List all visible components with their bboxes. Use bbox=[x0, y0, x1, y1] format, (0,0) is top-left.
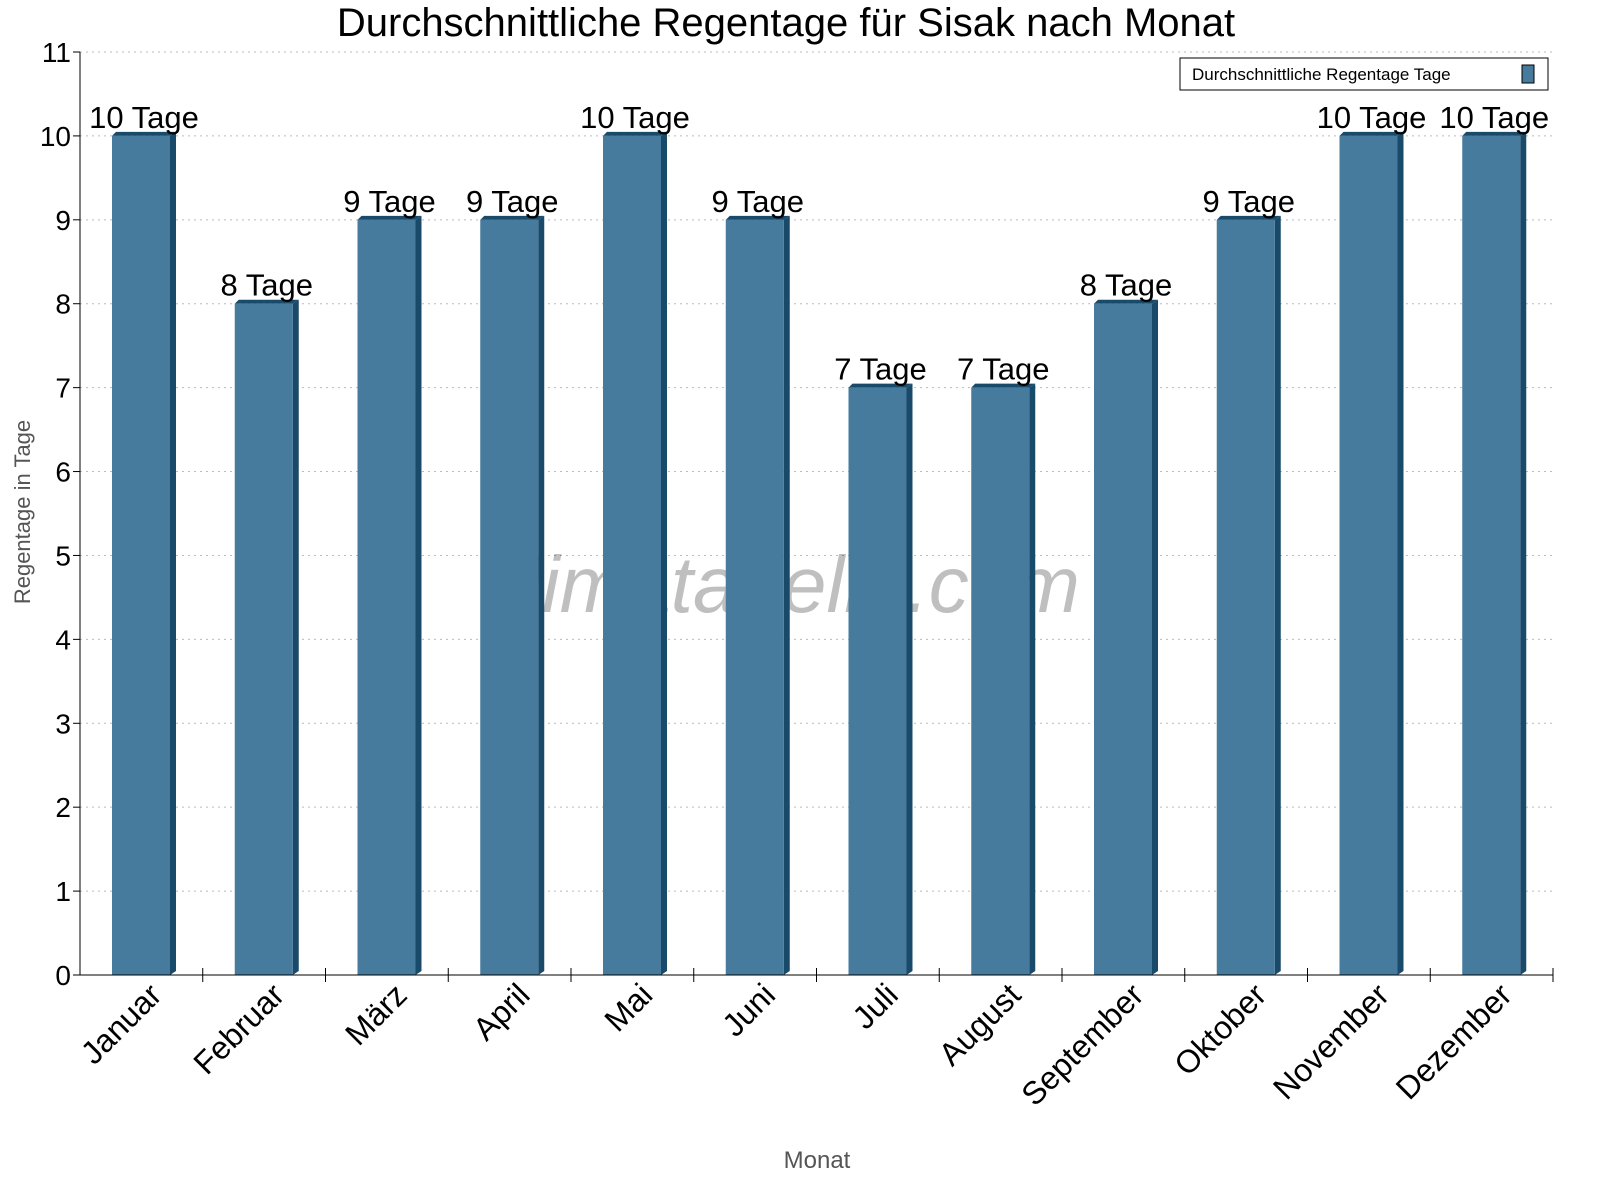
bar-side bbox=[1397, 131, 1404, 976]
bar-januar: 10 Tage bbox=[89, 100, 199, 976]
y-axis-label: Regentage in Tage bbox=[10, 420, 35, 604]
y-tick-label: 10 bbox=[40, 121, 71, 152]
bar-side bbox=[415, 215, 422, 975]
x-tick-label: Januar bbox=[74, 976, 169, 1071]
bar-top bbox=[234, 299, 299, 304]
bar bbox=[1216, 219, 1275, 975]
bar-august: 7 Tage bbox=[957, 352, 1050, 975]
x-axis-label: Monat bbox=[784, 1147, 851, 1174]
bar-mai: 10 Tage bbox=[580, 100, 690, 976]
y-tick-label: 9 bbox=[55, 205, 71, 236]
bar-top bbox=[357, 215, 422, 220]
legend-box bbox=[1179, 57, 1549, 91]
bar-side bbox=[661, 131, 667, 976]
data-label: 10 Tage bbox=[89, 100, 199, 135]
x-tick-label: Dezember bbox=[1389, 976, 1519, 1106]
bar-top bbox=[848, 383, 913, 388]
x-tick-label: April bbox=[466, 976, 537, 1047]
data-label: 8 Tage bbox=[1080, 268, 1173, 303]
bar-september: 8 Tage bbox=[1080, 268, 1173, 975]
bar-top bbox=[971, 383, 1036, 388]
x-tick-label: Juli bbox=[845, 976, 904, 1035]
data-label: 7 Tage bbox=[834, 352, 927, 387]
bar bbox=[725, 219, 784, 975]
x-tick-label: Oktober bbox=[1167, 976, 1273, 1082]
bar-side bbox=[1029, 383, 1036, 975]
bar-top bbox=[480, 215, 545, 220]
bar bbox=[1339, 135, 1398, 976]
bar-side bbox=[1152, 299, 1158, 975]
bar-top bbox=[725, 215, 790, 220]
bar-top bbox=[1462, 131, 1527, 136]
bar-side bbox=[1520, 131, 1527, 976]
x-tick-label: Mai bbox=[597, 976, 659, 1038]
bar bbox=[234, 303, 293, 975]
bar-oktober: 9 Tage bbox=[1202, 184, 1295, 975]
bar-april: 9 Tage bbox=[466, 184, 559, 975]
y-tick-label: 2 bbox=[55, 792, 71, 823]
bar-top bbox=[1216, 215, 1281, 220]
bar-side bbox=[906, 383, 913, 975]
y-tick-label: 5 bbox=[55, 540, 71, 571]
x-tick-label: November bbox=[1266, 976, 1396, 1106]
bar-top bbox=[603, 131, 667, 136]
y-tick-label: 3 bbox=[55, 708, 71, 739]
gridlines bbox=[80, 51, 1553, 892]
bar-märz: 9 Tage bbox=[343, 184, 436, 975]
data-label: 10 Tage bbox=[1439, 100, 1549, 135]
bar-top bbox=[1339, 131, 1404, 136]
data-label: 9 Tage bbox=[466, 184, 559, 219]
data-label: 9 Tage bbox=[343, 184, 436, 219]
bar-dezember: 10 Tage bbox=[1439, 100, 1549, 976]
y-tick-label: 8 bbox=[55, 289, 71, 320]
y-tick-label: 0 bbox=[55, 960, 71, 991]
bar-side bbox=[783, 215, 790, 975]
bar bbox=[112, 135, 170, 976]
bar-juni: 9 Tage bbox=[711, 184, 804, 975]
x-tick-label: März bbox=[338, 976, 414, 1052]
bar bbox=[848, 387, 907, 975]
y-tick-label: 4 bbox=[55, 624, 71, 655]
data-label: 8 Tage bbox=[220, 268, 313, 303]
y-tick-label: 6 bbox=[55, 457, 71, 488]
bar-side bbox=[292, 299, 299, 975]
bar-top bbox=[1094, 299, 1158, 304]
bars: 10 Tage 8 Tage 9 Tage 9 Tage 10 Tage 9 Tage 7 … bbox=[89, 100, 1549, 976]
data-label: 10 Tage bbox=[580, 100, 690, 135]
x-tick-label: Februar bbox=[186, 976, 291, 1081]
bar bbox=[480, 219, 539, 975]
x-tick-label: September bbox=[1014, 976, 1150, 1112]
bar-juli: 7 Tage bbox=[834, 352, 927, 975]
data-label: 10 Tage bbox=[1317, 100, 1427, 135]
data-label: 9 Tage bbox=[711, 184, 804, 219]
x-tick-label: Juni bbox=[715, 976, 782, 1043]
bar-side bbox=[170, 131, 176, 976]
y-tick-label: 1 bbox=[55, 876, 71, 907]
bar bbox=[1094, 303, 1152, 975]
chart-title: Durchschnittliche Regentage für Sisak na… bbox=[337, 1, 1235, 45]
legend-label: Durchschnittliche Regentage Tage bbox=[1192, 65, 1451, 84]
y-tick-label: 11 bbox=[42, 37, 71, 68]
bar-februar: 8 Tage bbox=[220, 268, 313, 975]
y-tick-label: 7 bbox=[55, 373, 71, 404]
bar bbox=[357, 219, 416, 975]
bar bbox=[1462, 135, 1521, 976]
bar-side bbox=[1274, 215, 1281, 975]
legend: Durchschnittliche Regentage Tage bbox=[1179, 57, 1549, 91]
bar-top bbox=[112, 131, 176, 136]
bar bbox=[603, 135, 661, 976]
data-label: 7 Tage bbox=[957, 352, 1050, 387]
legend-swatch bbox=[1521, 64, 1535, 84]
data-label: 9 Tage bbox=[1202, 184, 1295, 219]
x-tick-label: August bbox=[932, 976, 1028, 1072]
bar bbox=[971, 387, 1030, 975]
bar-november: 10 Tage bbox=[1317, 100, 1427, 976]
bar-side bbox=[538, 215, 545, 975]
